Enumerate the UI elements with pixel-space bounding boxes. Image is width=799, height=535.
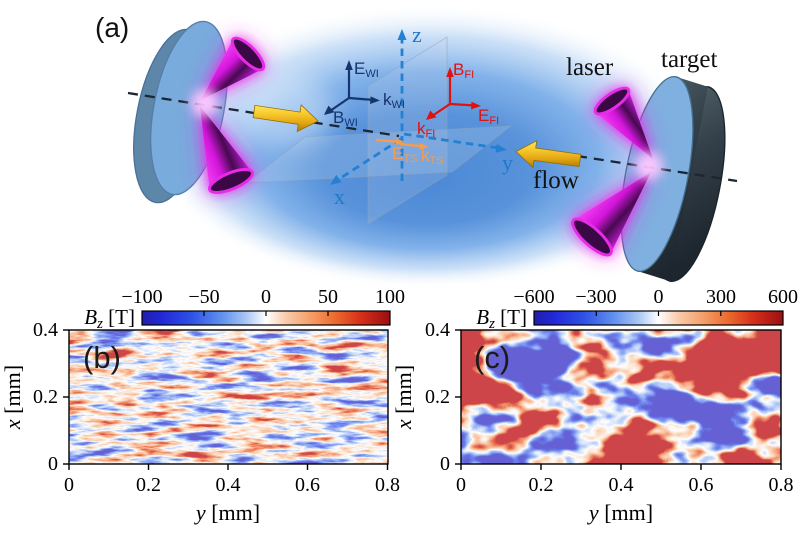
svg-text:(b): (b) [83, 340, 121, 375]
svg-text:0.8: 0.8 [769, 474, 794, 496]
svg-text:−50: −50 [188, 286, 219, 308]
svg-text:z: z [412, 22, 422, 47]
svg-text:Bz [T]: Bz [T] [84, 305, 135, 332]
svg-text:0.4: 0.4 [216, 474, 241, 496]
svg-text:600: 600 [768, 286, 798, 308]
svg-text:y: y [502, 150, 513, 175]
svg-text:−300: −300 [575, 286, 616, 308]
svg-text:0: 0 [440, 453, 450, 475]
svg-text:0.4: 0.4 [609, 474, 634, 496]
svg-text:x [mm]: x [mm] [0, 365, 25, 430]
svg-text:laser: laser [566, 54, 614, 81]
svg-text:x: x [334, 184, 345, 209]
svg-text:0: 0 [654, 286, 664, 308]
svg-text:0.4: 0.4 [33, 319, 58, 341]
svg-text:−100: −100 [121, 286, 162, 308]
svg-text:flow: flow [533, 167, 579, 194]
svg-text:0: 0 [64, 474, 74, 496]
svg-text:y [mm]: y [mm] [587, 500, 653, 525]
svg-text:0: 0 [456, 474, 466, 496]
svg-text:(a): (a) [95, 12, 129, 43]
svg-text:0.2: 0.2 [33, 386, 58, 408]
svg-text:0.2: 0.2 [136, 474, 161, 496]
svg-text:0.2: 0.2 [529, 474, 554, 496]
svg-text:y [mm]: y [mm] [194, 500, 260, 525]
svg-text:0: 0 [261, 286, 271, 308]
svg-text:target: target [661, 46, 718, 73]
svg-text:0.6: 0.6 [689, 474, 714, 496]
svg-text:x [mm]: x [mm] [391, 365, 416, 430]
svg-text:0: 0 [48, 453, 58, 475]
svg-text:Bz [T]: Bz [T] [476, 305, 527, 332]
svg-text:0.6: 0.6 [295, 474, 320, 496]
svg-text:(c): (c) [474, 340, 510, 375]
svg-text:0.8: 0.8 [375, 474, 400, 496]
svg-text:0.4: 0.4 [425, 319, 450, 341]
svg-text:100: 100 [375, 286, 405, 308]
svg-text:50: 50 [318, 286, 338, 308]
svg-text:0.2: 0.2 [425, 386, 450, 408]
svg-text:300: 300 [706, 286, 736, 308]
svg-text:−600: −600 [513, 286, 554, 308]
